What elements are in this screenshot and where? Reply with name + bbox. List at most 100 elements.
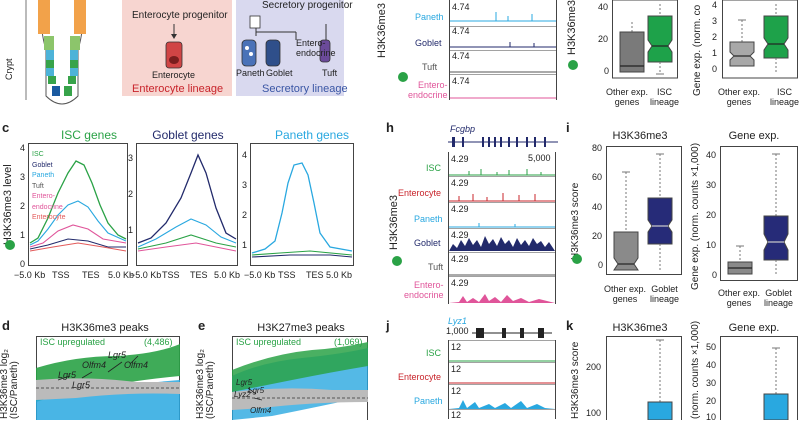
panel-e-label: e xyxy=(198,318,206,333)
panel-d-count: (4,486) xyxy=(144,337,173,347)
panel-a: Crypt Enterocyte progenitor Enterocyte E… xyxy=(0,0,400,110)
panel-h-track-enteroendocrine-name: Entero- endocrine xyxy=(404,280,444,300)
enterocyte-cell-icon xyxy=(165,24,183,69)
panel-i-xlabel2-0: Other exp. genes xyxy=(718,288,761,308)
panel-j-label: j xyxy=(386,318,390,333)
panel-c-ytick-0: 4 xyxy=(20,143,26,153)
panel-e-gene-0: Lgr5 xyxy=(236,378,253,387)
panel-j-track-enterocyte-name: Enterocyte xyxy=(398,372,442,382)
top-box2-xlabel-0: Other exp. genes xyxy=(718,87,761,107)
panel-k-title1: H3K36me3 xyxy=(612,322,668,334)
top-track-tuft-value: 4.74 xyxy=(452,51,470,61)
enterocyte-label: Enterocyte xyxy=(152,70,196,80)
panel-c-paneth-ytick-2: 2 xyxy=(242,210,248,220)
panel-c-ytick-3: 1 xyxy=(20,230,26,240)
panel-i-ylabel2: Gene exp. (norm. counts ×1,000) xyxy=(690,142,701,290)
legend-tuft: Tuft xyxy=(32,182,44,190)
legend-isc: ISC xyxy=(32,151,44,158)
panel-j-gene-model xyxy=(472,328,552,338)
panel-c-paneth-title: Paneth genes xyxy=(274,128,350,142)
top-track-paneth-name: Paneth xyxy=(415,12,444,22)
goblet-cell-label: Goblet xyxy=(266,68,293,78)
top-box2-xlabel-1: ISC lineage xyxy=(770,87,800,107)
top-box1-xlabel-0: Other exp. genes xyxy=(606,87,649,107)
panel-h-track-paneth-name: Paneth xyxy=(414,214,443,224)
top-box1-mouse-icon xyxy=(568,60,578,70)
panel-j-scale: 1,000 xyxy=(446,326,469,336)
panel-c-paneth-ytick-1: 3 xyxy=(242,180,248,190)
panel-h-scale: 5,000 xyxy=(528,153,551,163)
panel-i-ylabel1: H3K36me3 score xyxy=(570,182,581,260)
panel-h-track-enterocyte-name: Enterocyte xyxy=(398,188,442,198)
secretory-lineage-title: Secretory lineage xyxy=(262,83,348,95)
panel-i-mouse-icon xyxy=(572,254,582,264)
panel-k-ytick2-4: 10 xyxy=(706,412,717,422)
panel-c-goblet-title: Goblet genes xyxy=(152,128,224,142)
panel-k-ylabel2: (norm. counts ×1,000) xyxy=(690,320,701,419)
panel-c-goblet-xtick-3: 5.0 Kb xyxy=(214,270,241,280)
panel-c-ytick-1: 3 xyxy=(20,172,26,182)
panel-c-goblet-ytick-0: 3 xyxy=(128,153,134,163)
panel-c-ytick-2: 2 xyxy=(20,201,26,211)
panel-i-ytick1-1: 60 xyxy=(592,172,603,182)
panel-j-track-enterocyte-value: 12 xyxy=(451,364,462,374)
top-box1-ylabel: H3K36me3 xyxy=(566,0,578,55)
panel-c-paneth-xtick-0: −5.0 Kb xyxy=(244,270,276,280)
panel-c-paneth-xtick-2: TES xyxy=(306,270,324,280)
panel-c-goblet-ytick-1: 2 xyxy=(128,189,134,199)
panel-d-scatter xyxy=(36,336,180,420)
panel-h-label: h xyxy=(386,120,394,135)
panel-j-track-paneth-name: Paneth xyxy=(414,396,443,406)
enteroendocrine-cell-label: Entero- endocrine xyxy=(296,38,336,58)
panel-c-paneth-ytick-0: 4 xyxy=(242,150,248,160)
panel-h-track-paneth-signal xyxy=(449,202,555,228)
top-box2-ytick-0: 4 xyxy=(712,0,718,10)
top-box2-ytick-4: 0 xyxy=(712,64,718,74)
panel-i-ytick1-2: 40 xyxy=(592,202,603,212)
panel-c-goblet-xtick-0: −5.0 Kb xyxy=(130,270,162,280)
top-box2-ytick-2: 2 xyxy=(712,32,718,42)
panel-c-legend: ISC Goblet Paneth Tuft Entero- endocrine… xyxy=(32,150,65,224)
panel-c-isc-plot xyxy=(28,143,128,266)
panel-d-gene-3: Olfm4 xyxy=(124,360,149,370)
panel-d-gene-0: Lgr5 xyxy=(58,370,77,380)
panel-i-ytick2-2: 20 xyxy=(706,210,717,220)
crypt-illustration xyxy=(25,0,86,105)
panel-c-isc-xtick-1: TSS xyxy=(52,270,70,280)
top-tracks-ylabel: H3K36me3 xyxy=(376,2,388,58)
panel-i-xlabel1-1: Goblet lineage xyxy=(650,284,680,304)
panel-h-frame xyxy=(448,152,556,304)
secretory-lineage-box: Secretory progenitor Paneth Goblet Enter… xyxy=(236,0,353,96)
panel-k-ytick2-0: 50 xyxy=(706,342,717,352)
panel-c-isc-title: ISC genes xyxy=(60,128,118,142)
top-box2-ytick-1: 3 xyxy=(712,16,718,26)
panel-h-ylabel: H3K36me3 xyxy=(388,194,400,250)
panel-h-track-isc-signal xyxy=(449,169,555,176)
panel-d-upreg: ISC upregulated xyxy=(40,337,106,347)
secretory-cells-icon xyxy=(241,15,331,67)
top-track-frame xyxy=(449,0,557,100)
top-box1-ytick-1: 20 xyxy=(598,34,609,44)
top-track-goblet-name: Goblet xyxy=(415,38,442,48)
panel-c-isc-xtick-2: TES xyxy=(82,270,100,280)
legend-goblet: Goblet xyxy=(32,161,53,169)
panel-d-gene-1: Olfm4 xyxy=(82,360,107,370)
panel-h-track-tuft-name: Tuft xyxy=(428,262,444,272)
top-track-tuft-signal xyxy=(450,50,556,73)
top-box1-ytick-2: 0 xyxy=(604,66,610,76)
panel-e-gene-3: Olfm4 xyxy=(250,406,272,415)
secretory-progenitor-label: Secretory progenitor xyxy=(262,0,353,11)
panel-k-title2: Gene exp. xyxy=(728,322,780,334)
panel-e-scatter xyxy=(232,336,368,420)
panel-i-ytick2-3: 10 xyxy=(706,240,717,250)
panel-j-track-isc-value: 12 xyxy=(451,342,462,352)
panel-h-track-enterocyte-signal xyxy=(449,176,555,202)
panel-j-frame xyxy=(448,340,556,419)
panel-h-track-goblet-name: Goblet xyxy=(414,238,441,248)
panel-h-gene: Fcgbp xyxy=(450,124,476,134)
panel-c-mouse-icon xyxy=(5,240,15,250)
panel-d-ylabel: H3K36me3 log₂ (ISC/Paneth) xyxy=(0,348,20,419)
panel-c-isc-xtick-3: 5.0 Kb xyxy=(108,270,135,280)
panel-c-label: c xyxy=(2,120,10,135)
panel-i-ytick2-0: 40 xyxy=(706,150,717,160)
